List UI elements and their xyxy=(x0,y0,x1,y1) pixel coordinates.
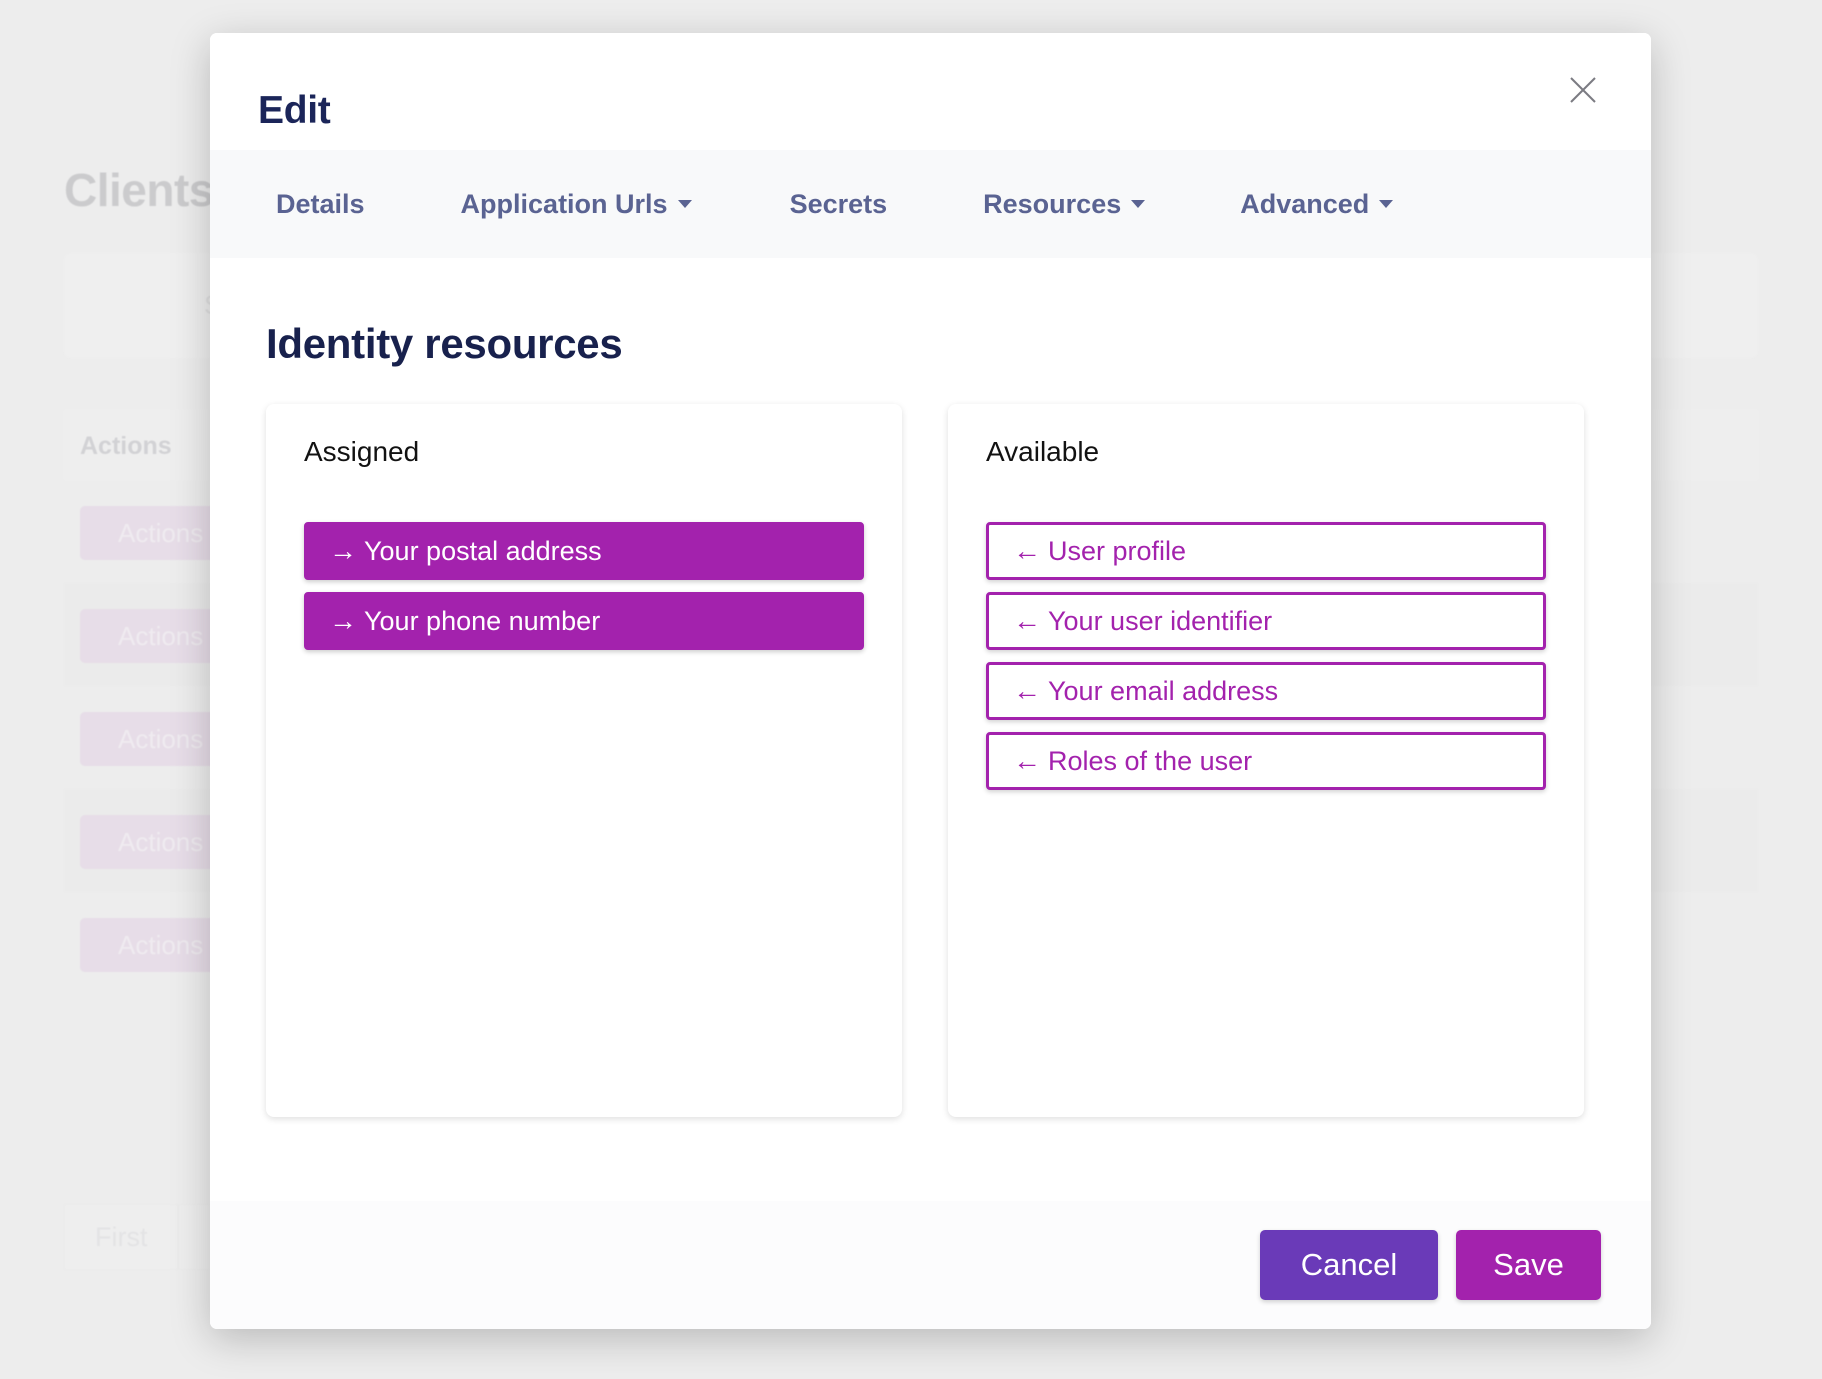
tab-details[interactable]: Details xyxy=(276,189,365,220)
pagination-first-button[interactable]: First xyxy=(64,1204,179,1270)
available-panel-label: Available xyxy=(986,436,1100,467)
chevron-down-icon xyxy=(677,200,692,208)
tab-advanced-label: Advanced xyxy=(1240,188,1370,219)
list-item[interactable]: ← Roles of the user xyxy=(986,732,1546,790)
list-item-label: Your user identifier xyxy=(1048,605,1273,636)
tab-application-urls-label: Application Urls xyxy=(460,188,668,219)
close-icon xyxy=(1567,74,1599,106)
tab-details-label: Details xyxy=(276,188,365,219)
list-item-label: User profile xyxy=(1048,535,1187,566)
list-item-label: Your postal address xyxy=(364,535,602,566)
assigned-panel: Assigned → Your postal address → Your ph… xyxy=(266,404,902,1117)
arrow-left-icon: ← xyxy=(1013,675,1041,706)
tab-advanced[interactable]: Advanced xyxy=(1240,188,1394,220)
chevron-down-icon xyxy=(1131,200,1146,208)
close-button[interactable] xyxy=(1561,68,1605,112)
assigned-list: → Your postal address → Your phone numbe… xyxy=(304,522,864,650)
list-item-label: Roles of the user xyxy=(1048,745,1253,776)
cancel-button[interactable]: Cancel xyxy=(1260,1230,1438,1300)
modal-body: Identity resources Assigned → Your posta… xyxy=(210,258,1651,1201)
arrow-right-icon: → xyxy=(329,605,357,636)
list-item[interactable]: ← Your email address xyxy=(986,662,1546,720)
chevron-down-icon xyxy=(1379,200,1394,208)
save-button[interactable]: Save xyxy=(1456,1230,1601,1300)
row-actions-label: Actions xyxy=(118,621,204,651)
row-actions-label: Actions xyxy=(118,827,204,857)
available-list: ← User profile ← Your user identifier ← … xyxy=(986,522,1546,790)
page-title: Clients xyxy=(64,164,214,216)
row-actions-label: Actions xyxy=(118,930,204,960)
tab-resources[interactable]: Resources xyxy=(983,188,1146,220)
available-panel: Available ← User profile ← Your user ide… xyxy=(948,404,1584,1117)
list-item[interactable]: ← User profile xyxy=(986,522,1546,580)
column-header-actions: Actions xyxy=(80,432,172,460)
list-item[interactable]: → Your postal address xyxy=(304,522,864,580)
row-actions-label: Actions xyxy=(118,724,204,754)
resource-transfer-panels: Assigned → Your postal address → Your ph… xyxy=(266,404,1595,1117)
tab-resources-label: Resources xyxy=(983,188,1122,219)
edit-modal: Edit Details Application Urls Secrets Re… xyxy=(210,33,1651,1329)
list-item-label: Your email address xyxy=(1048,675,1279,706)
modal-header: Edit xyxy=(210,33,1651,150)
tab-secrets-label: Secrets xyxy=(789,188,888,219)
list-item[interactable]: ← Your user identifier xyxy=(986,592,1546,650)
arrow-left-icon: ← xyxy=(1013,535,1041,566)
arrow-left-icon: ← xyxy=(1013,605,1041,636)
arrow-left-icon: ← xyxy=(1013,745,1041,776)
tab-application-urls[interactable]: Application Urls xyxy=(461,189,692,220)
section-title: Identity resources xyxy=(266,320,623,367)
modal-tabbar: Details Application Urls Secrets Resourc… xyxy=(210,150,1651,258)
assigned-panel-label: Assigned xyxy=(304,436,420,467)
row-actions-label: Actions xyxy=(118,518,204,548)
modal-footer: Cancel Save xyxy=(210,1201,1651,1329)
arrow-right-icon: → xyxy=(329,535,357,566)
list-item-label: Your phone number xyxy=(364,605,601,636)
list-item[interactable]: → Your phone number xyxy=(304,592,864,650)
modal-title: Edit xyxy=(258,89,331,132)
tab-secrets[interactable]: Secrets xyxy=(790,189,888,220)
